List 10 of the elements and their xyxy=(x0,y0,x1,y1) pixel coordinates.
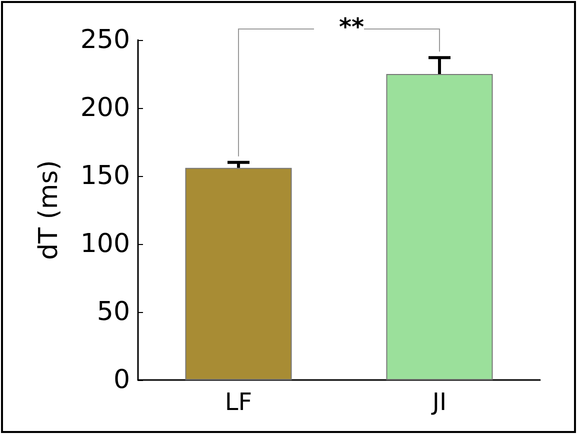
y-tick-label: 100 xyxy=(80,229,130,259)
y-axis-title: dT (ms) xyxy=(34,160,64,260)
annotation: ** xyxy=(339,13,365,41)
y-tick-label: 50 xyxy=(96,297,130,327)
y-tick-label: 250 xyxy=(80,25,130,55)
y-tick-label: 150 xyxy=(80,161,130,191)
y-tick-label: 0 xyxy=(113,365,130,395)
x-tick-label: LF xyxy=(224,388,252,416)
x-tick-label: JI xyxy=(430,388,447,416)
y-tick-label: 200 xyxy=(80,93,130,123)
